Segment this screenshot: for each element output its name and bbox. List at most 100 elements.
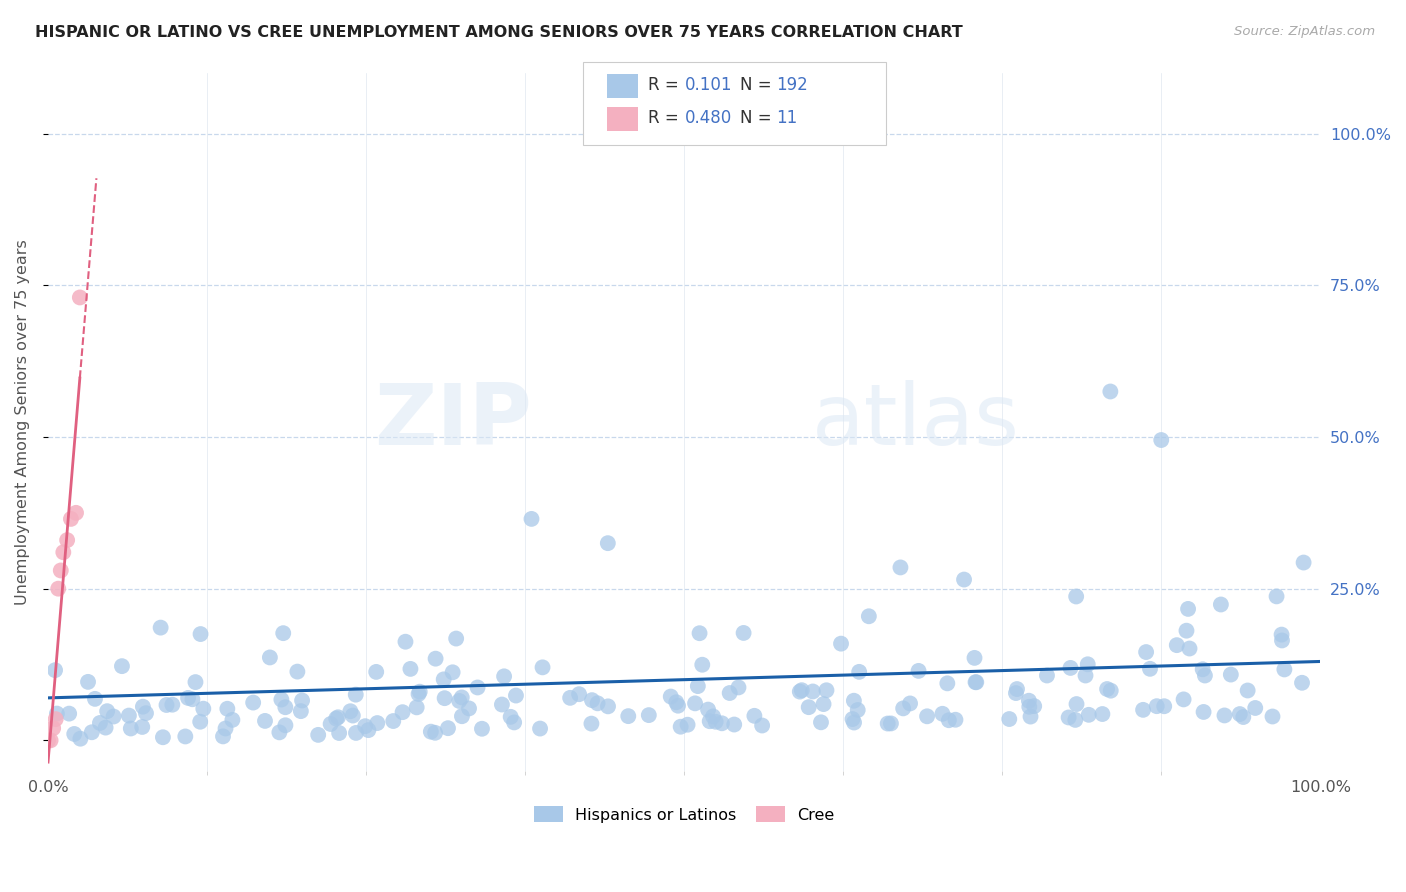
- Point: [1095, 681, 1118, 696]
- Point: [876, 716, 898, 731]
- Point: [1194, 668, 1216, 682]
- Legend: Hispanics or Latinos, Cree: Hispanics or Latinos, Cree: [527, 799, 841, 829]
- Point: [505, 689, 527, 703]
- Point: [801, 684, 824, 698]
- Point: [354, 719, 377, 733]
- Text: Source: ZipAtlas.com: Source: ZipAtlas.com: [1234, 25, 1375, 38]
- Point: [56, 533, 79, 548]
- Point: [444, 632, 467, 646]
- Point: [617, 709, 640, 723]
- Point: [531, 660, 554, 674]
- Point: [193, 701, 215, 715]
- Point: [683, 697, 706, 711]
- Point: [103, 709, 125, 723]
- Point: [120, 722, 142, 736]
- Point: [357, 723, 380, 738]
- Point: [1173, 692, 1195, 706]
- Point: [1272, 662, 1295, 676]
- Point: [1236, 683, 1258, 698]
- Point: [111, 659, 134, 673]
- Point: [889, 560, 911, 574]
- Point: [44, 663, 66, 677]
- Text: 11: 11: [776, 109, 797, 127]
- Point: [676, 717, 699, 731]
- Point: [409, 684, 432, 698]
- Point: [1091, 706, 1114, 721]
- Point: [953, 573, 976, 587]
- Point: [581, 716, 603, 731]
- Point: [399, 662, 422, 676]
- Point: [710, 716, 733, 731]
- Point: [39, 733, 62, 747]
- Point: [342, 708, 364, 723]
- Point: [366, 665, 388, 679]
- Point: [665, 695, 688, 709]
- Point: [1018, 694, 1040, 708]
- Point: [1059, 661, 1081, 675]
- Point: [94, 721, 117, 735]
- Point: [697, 703, 720, 717]
- Point: [1178, 641, 1201, 656]
- Point: [69, 731, 91, 746]
- Text: 192: 192: [776, 76, 808, 94]
- Point: [419, 724, 441, 739]
- Point: [1191, 662, 1213, 676]
- Point: [789, 684, 811, 698]
- Point: [704, 714, 727, 729]
- Point: [1024, 699, 1046, 714]
- Point: [1139, 662, 1161, 676]
- Text: N =: N =: [740, 109, 776, 127]
- Point: [382, 714, 405, 728]
- Point: [830, 637, 852, 651]
- Point: [274, 700, 297, 714]
- Point: [46, 582, 69, 596]
- Point: [880, 716, 903, 731]
- Point: [42, 721, 65, 735]
- Point: [217, 702, 239, 716]
- Point: [391, 705, 413, 719]
- Point: [963, 651, 986, 665]
- Point: [1064, 590, 1087, 604]
- Point: [1064, 713, 1087, 727]
- Point: [344, 726, 367, 740]
- Point: [596, 699, 619, 714]
- Point: [1066, 697, 1088, 711]
- Point: [221, 713, 243, 727]
- Point: [858, 609, 880, 624]
- Point: [1146, 699, 1168, 714]
- Point: [494, 669, 516, 683]
- Point: [325, 712, 347, 726]
- Point: [132, 699, 155, 714]
- Point: [184, 675, 207, 690]
- Point: [1077, 707, 1099, 722]
- Point: [271, 626, 294, 640]
- Point: [52, 545, 75, 559]
- Point: [451, 709, 474, 723]
- Point: [998, 712, 1021, 726]
- Point: [58, 706, 80, 721]
- Point: [65, 506, 87, 520]
- Point: [907, 664, 929, 678]
- Point: [965, 675, 987, 690]
- Point: [699, 714, 721, 729]
- Point: [891, 701, 914, 715]
- Point: [1261, 709, 1284, 723]
- Point: [1036, 668, 1059, 682]
- Point: [59, 512, 82, 526]
- Point: [1229, 707, 1251, 722]
- Point: [471, 722, 494, 736]
- Point: [898, 697, 921, 711]
- Point: [1074, 668, 1097, 682]
- Text: N =: N =: [740, 76, 776, 94]
- Point: [581, 693, 603, 707]
- Point: [290, 704, 312, 718]
- Point: [96, 704, 118, 718]
- Point: [1244, 701, 1267, 715]
- Point: [450, 690, 472, 705]
- Point: [1150, 433, 1173, 447]
- Point: [212, 730, 235, 744]
- Point: [723, 717, 745, 731]
- Point: [842, 715, 865, 730]
- Point: [433, 691, 456, 706]
- Point: [423, 726, 446, 740]
